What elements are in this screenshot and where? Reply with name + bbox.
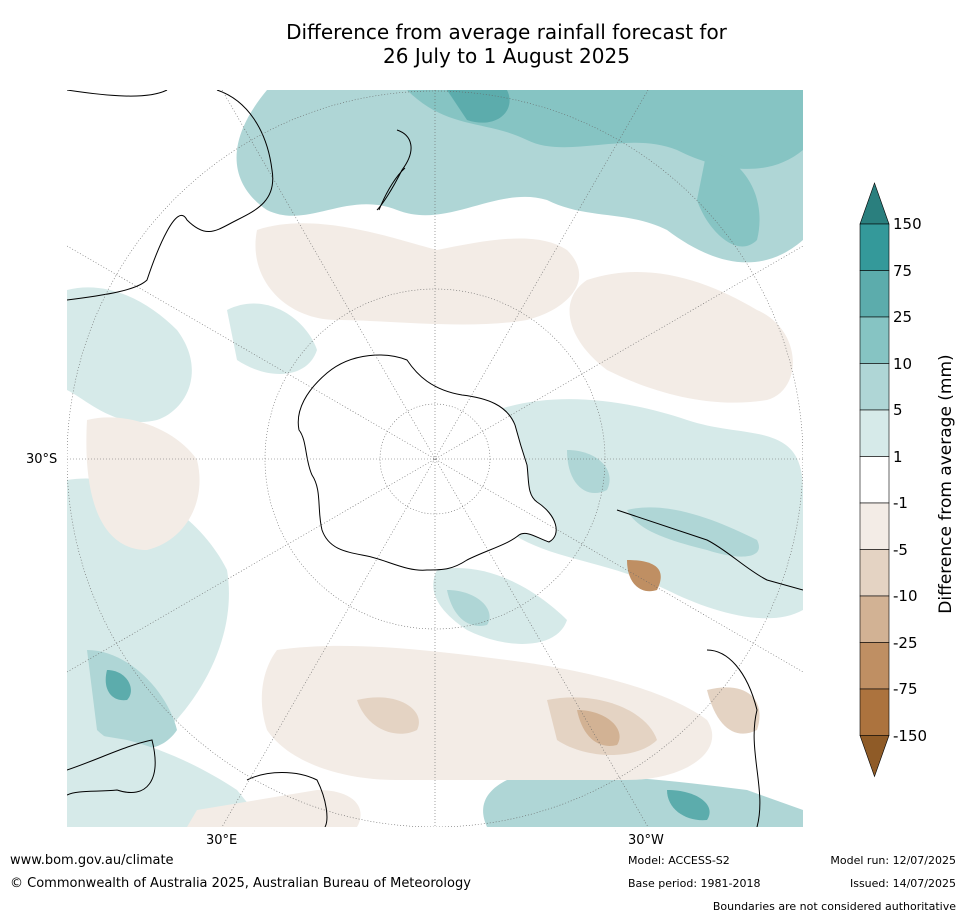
colorbar-segment bbox=[859, 223, 890, 271]
colorbar-segment bbox=[859, 456, 890, 504]
colorbar-tick-label: 25 bbox=[893, 308, 913, 326]
colorbar-tick-label: -75 bbox=[893, 680, 918, 698]
colorbar-segment bbox=[859, 642, 890, 690]
lon-label-30e: 30°E bbox=[206, 833, 238, 848]
wet-anomaly-regions bbox=[67, 90, 803, 827]
dry-anomaly-regions bbox=[86, 223, 793, 827]
colorbar-tick-label: 1 bbox=[893, 447, 903, 466]
title-line-2: 26 July to 1 August 2025 bbox=[383, 44, 630, 68]
graticule bbox=[67, 90, 803, 827]
website-link[interactable]: www.bom.gov.au/climate bbox=[10, 853, 174, 868]
colorbar-tick-label: 75 bbox=[893, 261, 913, 280]
colorbar-segment bbox=[859, 688, 890, 736]
title-line-1: Difference from average rainfall forecas… bbox=[286, 20, 727, 44]
colorbar-segment bbox=[859, 549, 890, 597]
chart-title: Difference from average rainfall forecas… bbox=[0, 20, 965, 68]
colorbar-arrow-max bbox=[859, 182, 890, 225]
colorbar-tick-label: -1 bbox=[893, 494, 908, 512]
issued-text: Issued: 14/07/2025 bbox=[849, 877, 956, 890]
colorbar-segment bbox=[859, 316, 890, 364]
colorbar-tick-label: -10 bbox=[893, 587, 918, 605]
colorbar-segment bbox=[859, 502, 890, 550]
colorbar-tick-label: 10 bbox=[893, 354, 913, 373]
antarctica bbox=[297, 354, 557, 571]
model-run-text: Model run: 12/07/2025 bbox=[830, 854, 956, 867]
colorbar-segment bbox=[859, 595, 890, 643]
copyright-text: © Commonwealth of Australia 2025, Austra… bbox=[10, 876, 471, 891]
legend-title: Difference from average (mm) bbox=[936, 354, 956, 614]
model-text: Model: ACCESS-S2 bbox=[628, 854, 730, 867]
coastlines bbox=[67, 90, 803, 827]
colorbar-tick-label: -150 bbox=[893, 726, 928, 745]
colorbar-segment bbox=[859, 409, 890, 457]
colorbar-segment bbox=[859, 270, 890, 318]
colorbar-segment bbox=[859, 363, 890, 411]
colorbar-tick-label: 150 bbox=[893, 215, 922, 233]
rainfall-anomaly-map bbox=[67, 90, 803, 827]
colorbar-arrow-min bbox=[859, 735, 890, 778]
lat-label-30s: 30°S bbox=[26, 452, 58, 467]
boundaries-note: Boundaries are not considered authoritat… bbox=[712, 900, 956, 913]
colorbar-tick-label: 5 bbox=[893, 401, 903, 419]
colorbar-tick-label: -5 bbox=[893, 540, 908, 559]
lon-label-30w: 30°W bbox=[628, 833, 664, 848]
base-period-text: Base period: 1981-2018 bbox=[628, 877, 761, 890]
colorbar-tick-label: -25 bbox=[893, 633, 918, 652]
legend-colorbar bbox=[859, 182, 890, 778]
